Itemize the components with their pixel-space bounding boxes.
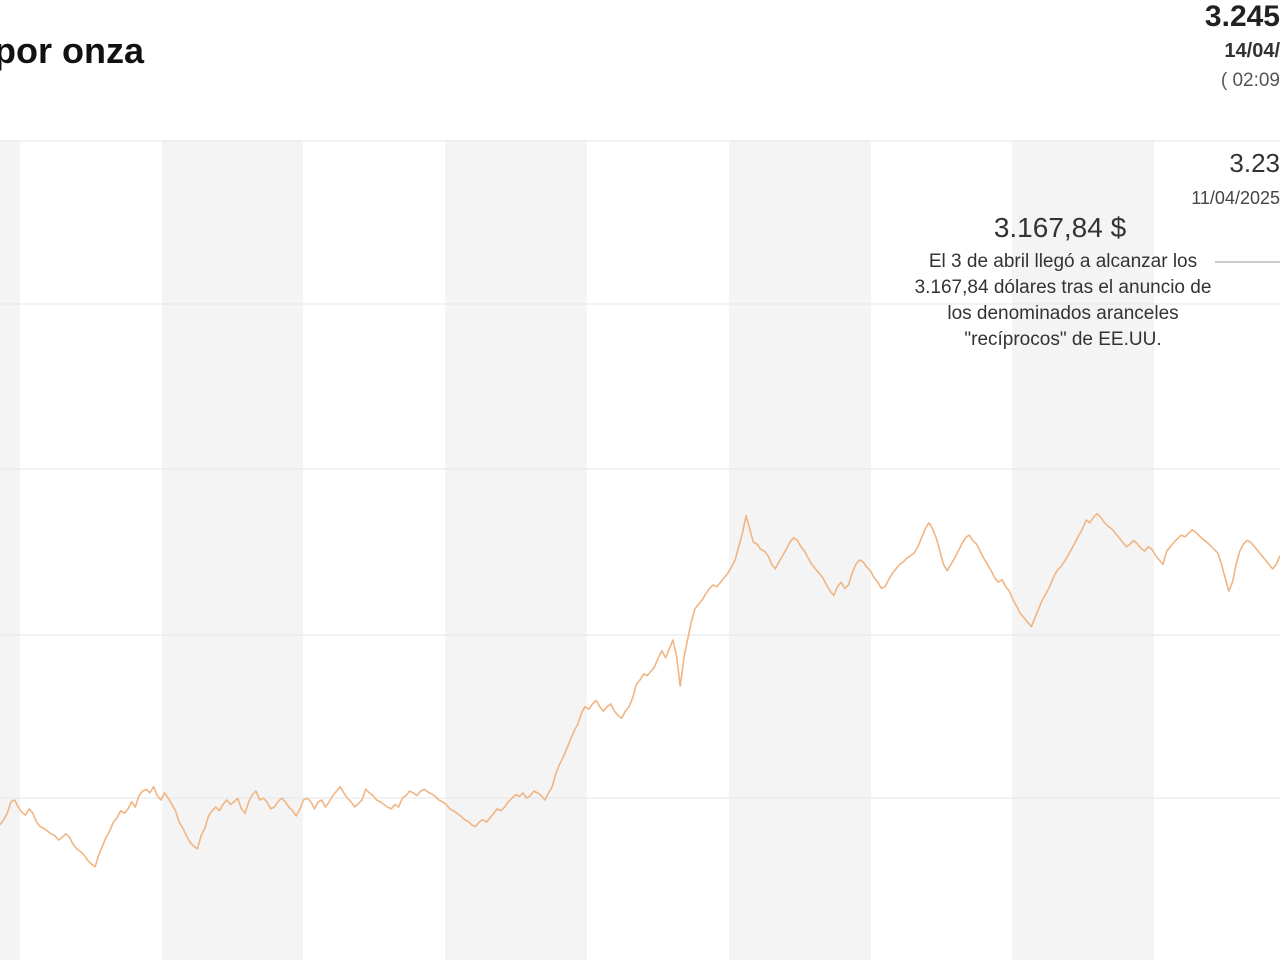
reference-date: 11/04/2025 xyxy=(1191,188,1280,208)
month-band xyxy=(729,140,871,960)
current-date: 14/04/ xyxy=(1224,40,1280,62)
month-band xyxy=(162,140,303,960)
chart-title: por onza xyxy=(0,30,144,71)
annotation-text: El 3 de abril llegó a alcanzar los 3.167… xyxy=(914,251,1212,350)
reference-value: 3.23 xyxy=(1229,148,1280,178)
month-band xyxy=(0,140,20,960)
current-price: 3.245 xyxy=(1204,0,1280,33)
annotation-value: 3.167,84 $ xyxy=(993,212,1127,243)
price-line xyxy=(0,513,1280,868)
month-band xyxy=(445,140,587,960)
month-band xyxy=(1012,140,1154,960)
current-time: ( 02:09 xyxy=(1220,70,1280,91)
gridlines xyxy=(0,140,1280,799)
month-bands xyxy=(0,140,1154,960)
